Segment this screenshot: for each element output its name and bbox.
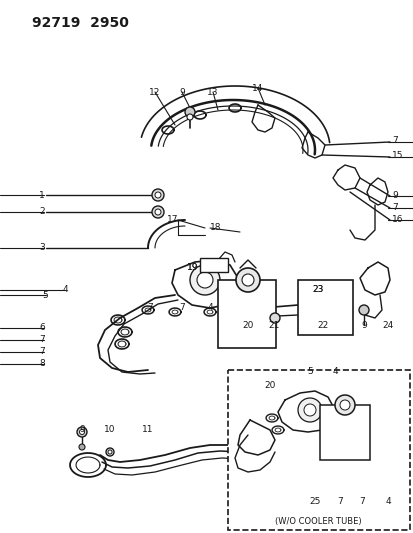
Text: 4: 4 bbox=[206, 303, 212, 312]
Text: 7: 7 bbox=[179, 303, 185, 312]
Circle shape bbox=[339, 400, 349, 410]
Bar bbox=[228, 370, 409, 530]
Text: 9: 9 bbox=[360, 321, 366, 330]
Text: 4: 4 bbox=[331, 367, 337, 376]
Text: 17: 17 bbox=[166, 215, 178, 224]
Circle shape bbox=[152, 189, 164, 201]
Text: 15: 15 bbox=[391, 150, 403, 159]
Text: 6: 6 bbox=[39, 324, 45, 333]
Text: 5: 5 bbox=[306, 367, 312, 376]
Circle shape bbox=[235, 268, 259, 292]
Text: 5: 5 bbox=[42, 290, 48, 300]
Text: 9: 9 bbox=[179, 87, 185, 96]
Text: 1: 1 bbox=[39, 190, 45, 199]
Circle shape bbox=[303, 404, 315, 416]
Text: 7: 7 bbox=[39, 348, 45, 357]
Circle shape bbox=[108, 450, 112, 454]
Text: 10: 10 bbox=[104, 425, 116, 434]
Text: 18: 18 bbox=[209, 223, 221, 232]
Text: 20: 20 bbox=[263, 382, 275, 391]
Circle shape bbox=[197, 272, 212, 288]
Text: 7: 7 bbox=[391, 204, 397, 213]
Text: 23: 23 bbox=[311, 286, 323, 295]
Circle shape bbox=[190, 265, 219, 295]
Circle shape bbox=[263, 384, 275, 396]
Text: 3: 3 bbox=[39, 244, 45, 253]
Text: 2: 2 bbox=[39, 207, 45, 216]
Text: 20: 20 bbox=[242, 321, 253, 330]
Text: 22: 22 bbox=[317, 321, 328, 330]
Text: 19: 19 bbox=[187, 263, 198, 272]
Circle shape bbox=[266, 387, 272, 393]
Bar bbox=[319, 405, 369, 460]
Circle shape bbox=[77, 427, 87, 437]
Bar bbox=[199, 258, 228, 272]
Circle shape bbox=[187, 114, 192, 120]
Circle shape bbox=[297, 398, 321, 422]
Text: 7: 7 bbox=[39, 335, 45, 344]
Text: 24: 24 bbox=[382, 321, 393, 330]
Text: 21: 21 bbox=[268, 321, 279, 330]
Text: 14: 14 bbox=[252, 84, 263, 93]
Text: 9: 9 bbox=[391, 190, 397, 199]
Text: 7: 7 bbox=[358, 497, 364, 506]
Text: 92719  2950: 92719 2950 bbox=[32, 16, 128, 30]
Bar bbox=[218, 280, 275, 348]
Circle shape bbox=[79, 444, 85, 450]
Circle shape bbox=[79, 430, 84, 434]
Circle shape bbox=[154, 209, 161, 215]
Text: 9: 9 bbox=[79, 425, 85, 434]
Text: 12: 12 bbox=[149, 87, 160, 96]
Circle shape bbox=[334, 395, 354, 415]
Text: 4: 4 bbox=[62, 286, 68, 295]
Text: 16: 16 bbox=[391, 215, 403, 224]
Text: 4: 4 bbox=[384, 497, 390, 506]
Circle shape bbox=[185, 107, 195, 117]
Text: 23: 23 bbox=[311, 286, 323, 295]
Text: 7: 7 bbox=[391, 135, 397, 144]
Circle shape bbox=[152, 206, 164, 218]
Text: (W/O COOLER TUBE): (W/O COOLER TUBE) bbox=[274, 518, 361, 527]
Text: 7: 7 bbox=[336, 497, 342, 506]
Text: 19: 19 bbox=[187, 263, 198, 272]
Circle shape bbox=[358, 305, 368, 315]
Circle shape bbox=[154, 192, 161, 198]
Text: 8: 8 bbox=[39, 359, 45, 368]
Text: 13: 13 bbox=[207, 87, 218, 96]
Bar bbox=[297, 280, 352, 335]
Text: 7: 7 bbox=[147, 303, 152, 312]
Circle shape bbox=[242, 274, 254, 286]
Circle shape bbox=[269, 313, 279, 323]
Text: 11: 11 bbox=[142, 425, 153, 434]
Text: 25: 25 bbox=[309, 497, 320, 506]
Circle shape bbox=[106, 448, 114, 456]
